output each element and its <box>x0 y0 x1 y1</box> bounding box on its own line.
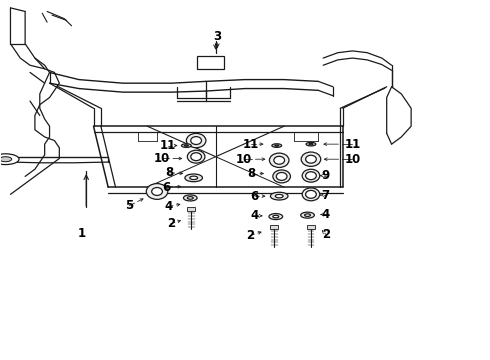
Ellipse shape <box>272 144 282 147</box>
FancyBboxPatch shape <box>187 207 195 211</box>
Ellipse shape <box>275 194 283 198</box>
FancyBboxPatch shape <box>307 225 315 229</box>
Text: 4: 4 <box>251 210 259 222</box>
Circle shape <box>302 188 320 201</box>
Text: 2: 2 <box>322 228 330 241</box>
Text: 11: 11 <box>344 138 361 150</box>
Text: 1: 1 <box>77 227 85 240</box>
Ellipse shape <box>187 197 193 199</box>
Circle shape <box>306 190 317 198</box>
Circle shape <box>152 188 162 195</box>
FancyBboxPatch shape <box>197 56 224 69</box>
Text: 8: 8 <box>248 167 256 180</box>
Text: 11: 11 <box>243 138 259 150</box>
Ellipse shape <box>190 176 197 180</box>
Circle shape <box>306 172 317 180</box>
Text: 11: 11 <box>160 139 176 152</box>
Text: 9: 9 <box>321 169 330 182</box>
Ellipse shape <box>273 215 279 218</box>
Text: 10: 10 <box>154 152 170 165</box>
Ellipse shape <box>306 142 316 146</box>
Ellipse shape <box>184 145 188 146</box>
Circle shape <box>276 172 287 180</box>
Ellipse shape <box>0 157 12 162</box>
Ellipse shape <box>270 192 288 200</box>
Circle shape <box>147 184 168 199</box>
FancyBboxPatch shape <box>270 225 278 229</box>
Circle shape <box>302 169 320 182</box>
Text: 2: 2 <box>167 217 175 230</box>
Text: 4: 4 <box>164 200 172 213</box>
Circle shape <box>191 153 201 161</box>
Circle shape <box>301 152 321 166</box>
Circle shape <box>274 156 285 164</box>
Ellipse shape <box>301 212 315 218</box>
Circle shape <box>191 136 201 144</box>
Ellipse shape <box>269 213 283 220</box>
Circle shape <box>186 134 206 148</box>
Text: 6: 6 <box>163 181 171 194</box>
Ellipse shape <box>309 143 313 145</box>
Ellipse shape <box>305 214 311 216</box>
Text: 8: 8 <box>165 166 173 179</box>
Text: 4: 4 <box>321 208 330 221</box>
Ellipse shape <box>275 145 279 146</box>
Ellipse shape <box>185 174 202 182</box>
Text: 10: 10 <box>344 153 361 166</box>
Text: 3: 3 <box>213 30 221 43</box>
Circle shape <box>270 153 289 167</box>
Text: 7: 7 <box>321 189 329 202</box>
Text: 2: 2 <box>246 229 254 242</box>
Ellipse shape <box>183 195 197 201</box>
Circle shape <box>187 150 205 163</box>
Text: 5: 5 <box>125 199 133 212</box>
Ellipse shape <box>0 154 19 165</box>
Circle shape <box>273 170 291 183</box>
Ellipse shape <box>181 144 191 147</box>
Text: 10: 10 <box>236 153 252 166</box>
Text: 6: 6 <box>251 190 259 203</box>
Circle shape <box>306 155 317 163</box>
